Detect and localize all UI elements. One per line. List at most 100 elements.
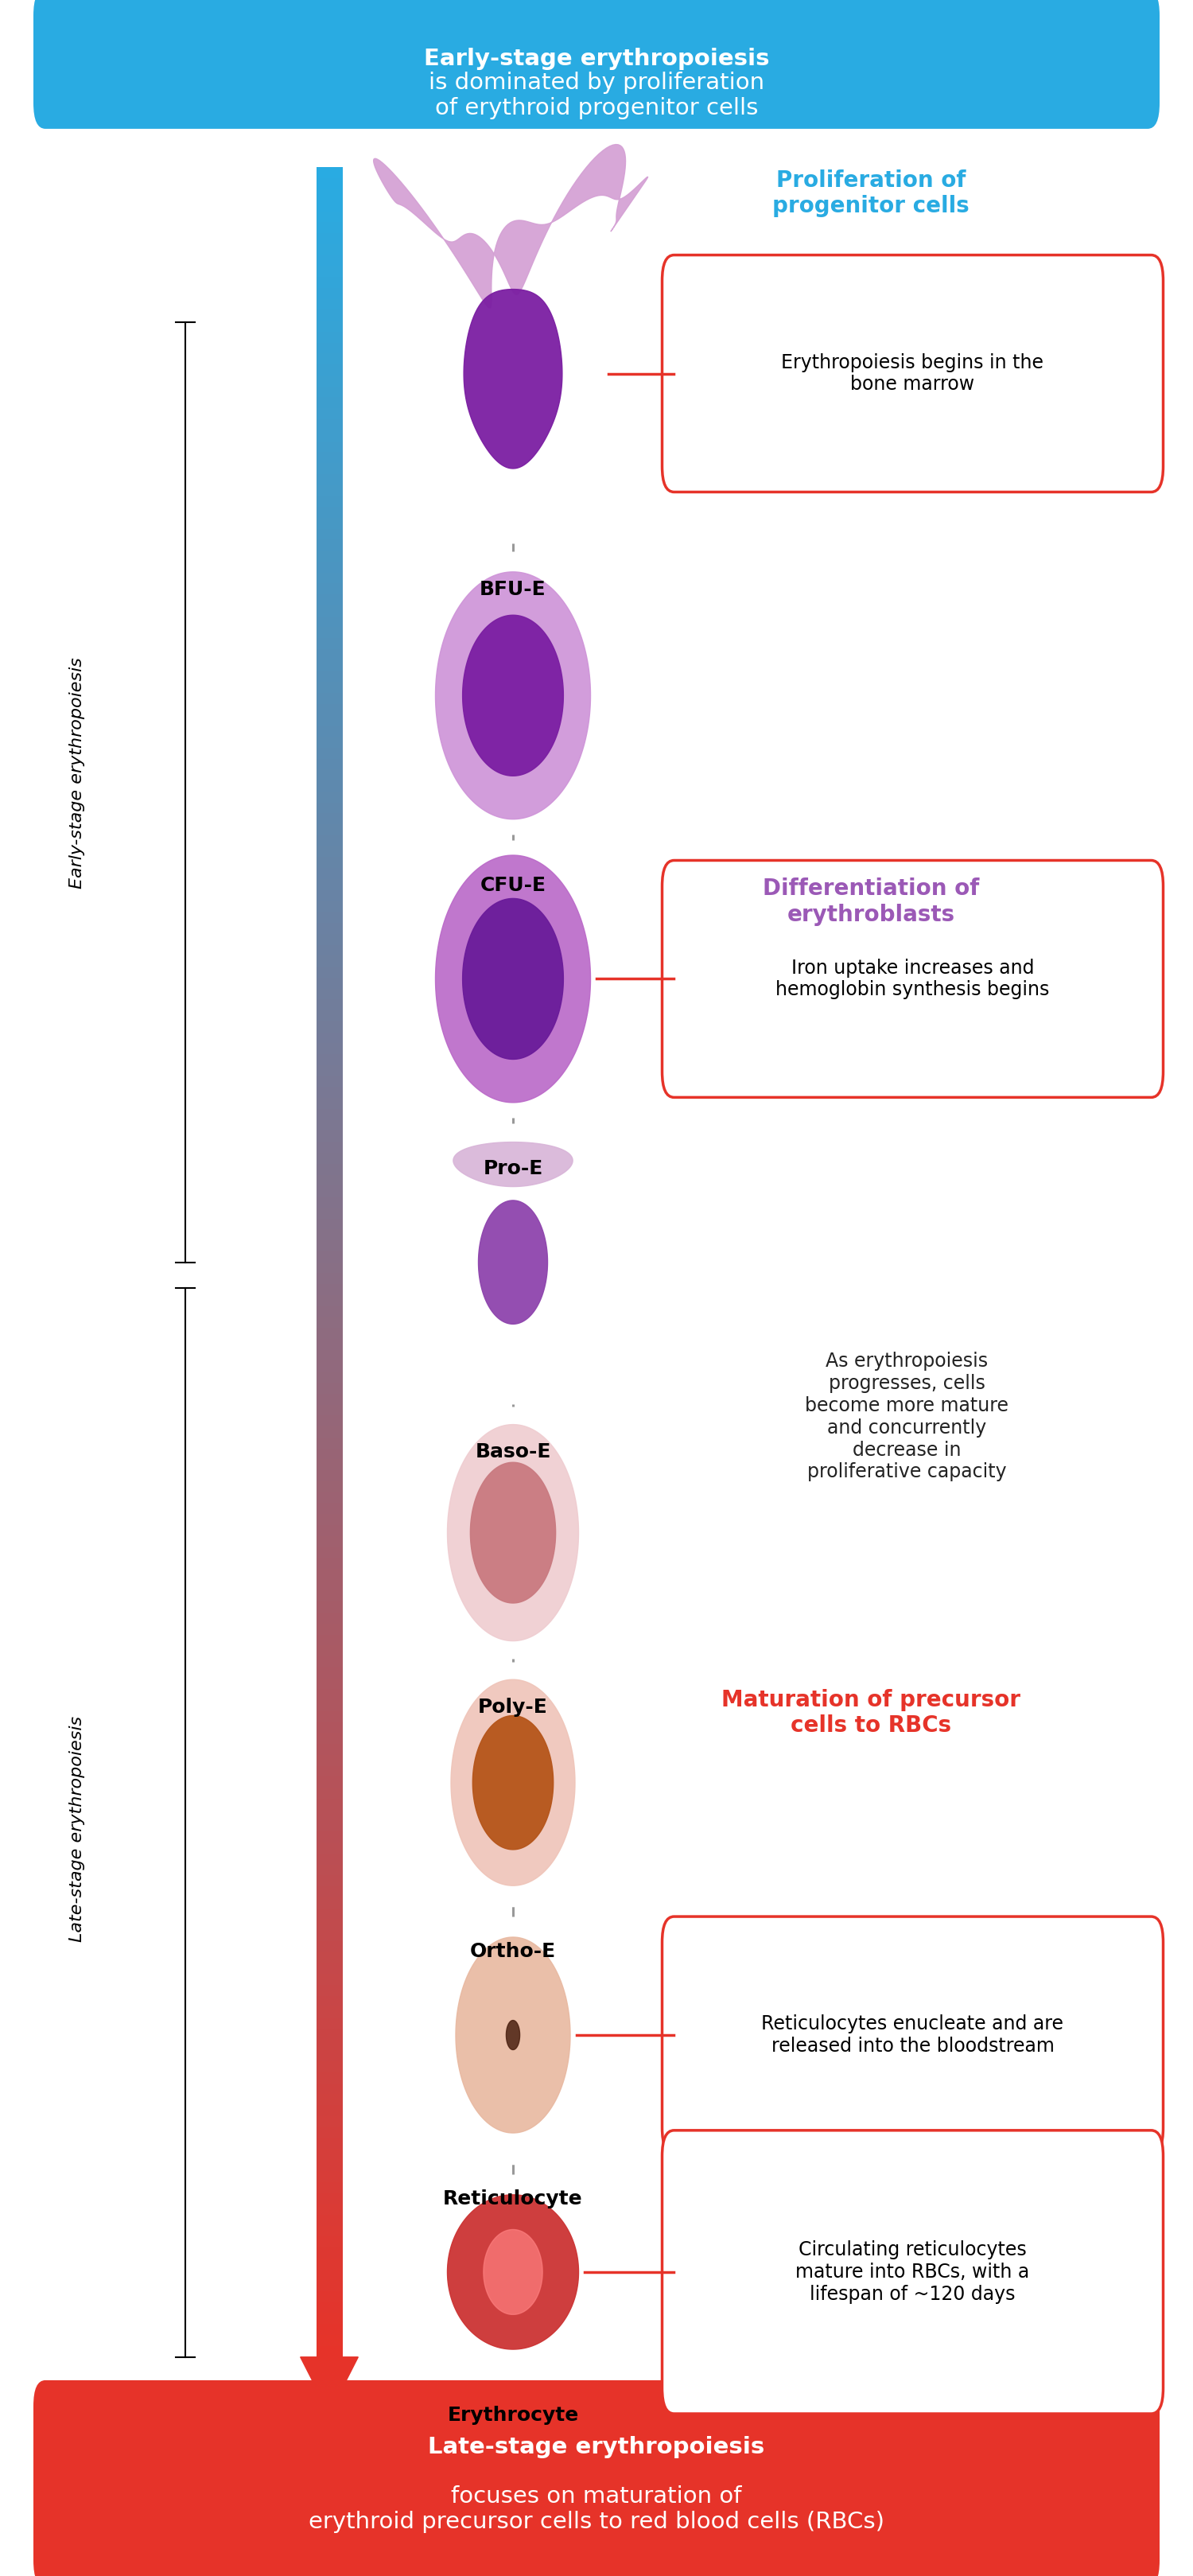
- Polygon shape: [463, 616, 563, 775]
- Bar: [316, 791, 342, 804]
- Bar: [316, 922, 342, 933]
- Bar: [316, 1316, 342, 1329]
- Text: Iron uptake increases and
hemoglobin synthesis begins: Iron uptake increases and hemoglobin syn…: [775, 958, 1050, 999]
- Bar: [316, 2030, 342, 2040]
- Bar: [316, 891, 342, 902]
- Bar: [316, 1767, 342, 1777]
- Bar: [316, 1141, 342, 1154]
- Bar: [316, 1427, 342, 1437]
- Text: Circulating reticulocytes
mature into RBCs, with a
lifespan of ~120 days: Circulating reticulocytes mature into RB…: [796, 2241, 1030, 2303]
- Text: Pro-E: Pro-E: [483, 1159, 543, 1177]
- Polygon shape: [435, 572, 591, 819]
- Bar: [316, 626, 342, 639]
- Text: Late-stage erythropoiesis: Late-stage erythropoiesis: [428, 2437, 765, 2458]
- Bar: [316, 265, 342, 276]
- Bar: [316, 1602, 342, 1613]
- Bar: [316, 451, 342, 464]
- Text: Reticulocyte: Reticulocyte: [443, 2190, 583, 2208]
- Bar: [316, 2336, 342, 2347]
- Bar: [316, 1121, 342, 1131]
- Bar: [316, 1909, 342, 1919]
- Bar: [316, 1896, 342, 1909]
- Bar: [316, 858, 342, 868]
- Bar: [316, 518, 342, 528]
- Bar: [316, 2246, 342, 2259]
- Bar: [316, 1097, 342, 1108]
- Bar: [316, 2094, 342, 2105]
- Polygon shape: [456, 1937, 570, 2133]
- Bar: [316, 1592, 342, 1602]
- Bar: [316, 232, 342, 245]
- Text: Erythrocyte: Erythrocyte: [447, 2406, 579, 2424]
- Bar: [316, 1043, 342, 1054]
- Bar: [316, 1754, 342, 1767]
- Bar: [316, 1492, 342, 1502]
- Bar: [316, 1054, 342, 1066]
- Bar: [316, 2040, 342, 2050]
- Bar: [316, 1131, 342, 1141]
- FancyBboxPatch shape: [33, 0, 1160, 129]
- Bar: [316, 1788, 342, 1798]
- Bar: [316, 2293, 342, 2303]
- Text: Baso-E: Baso-E: [475, 1443, 551, 1461]
- Bar: [316, 616, 342, 626]
- Bar: [316, 507, 342, 518]
- Bar: [316, 1273, 342, 1283]
- Bar: [316, 1996, 342, 2007]
- Bar: [316, 1208, 342, 1218]
- Bar: [316, 1700, 342, 1710]
- Bar: [316, 1010, 342, 1020]
- Bar: [316, 1613, 342, 1623]
- Bar: [316, 188, 342, 201]
- Bar: [316, 1329, 342, 1340]
- Bar: [316, 1734, 342, 1744]
- Bar: [316, 289, 342, 299]
- FancyBboxPatch shape: [662, 255, 1163, 492]
- Bar: [316, 528, 342, 541]
- Bar: [316, 363, 342, 376]
- Bar: [316, 255, 342, 265]
- Bar: [316, 1963, 342, 1973]
- Bar: [316, 878, 342, 889]
- Bar: [316, 1636, 342, 1646]
- Text: Erythropoiesis begins in the
bone marrow: Erythropoiesis begins in the bone marrow: [781, 353, 1044, 394]
- Polygon shape: [447, 2195, 579, 2349]
- Bar: [316, 912, 342, 922]
- Polygon shape: [472, 1716, 554, 1850]
- Bar: [316, 222, 342, 232]
- Bar: [316, 1283, 342, 1296]
- Bar: [316, 1252, 342, 1262]
- Bar: [316, 585, 342, 595]
- Bar: [316, 430, 342, 440]
- Bar: [316, 966, 342, 976]
- Bar: [316, 670, 342, 683]
- Bar: [316, 1350, 342, 1360]
- Bar: [316, 1262, 342, 1273]
- Bar: [316, 1953, 342, 1963]
- Bar: [316, 2071, 342, 2084]
- Bar: [316, 1865, 342, 1875]
- Bar: [316, 757, 342, 770]
- Bar: [316, 1558, 342, 1569]
- Bar: [316, 639, 342, 649]
- Text: is dominated by proliferation
of erythroid progenitor cells: is dominated by proliferation of erythro…: [428, 72, 765, 118]
- Bar: [316, 999, 342, 1010]
- Bar: [316, 1154, 342, 1164]
- Bar: [316, 1218, 342, 1229]
- Bar: [316, 1404, 342, 1417]
- Bar: [316, 649, 342, 659]
- Bar: [316, 464, 342, 474]
- Text: Ortho-E: Ortho-E: [470, 1942, 556, 1960]
- Bar: [316, 747, 342, 757]
- Polygon shape: [506, 2020, 520, 2050]
- Text: CFU-E: CFU-E: [480, 876, 546, 894]
- Bar: [316, 1515, 342, 1525]
- Bar: [316, 332, 342, 343]
- Bar: [316, 989, 342, 999]
- Bar: [316, 1579, 342, 1589]
- Bar: [316, 1448, 342, 1458]
- Bar: [316, 2192, 342, 2205]
- Bar: [316, 397, 342, 407]
- Bar: [316, 1535, 342, 1546]
- Bar: [316, 538, 342, 551]
